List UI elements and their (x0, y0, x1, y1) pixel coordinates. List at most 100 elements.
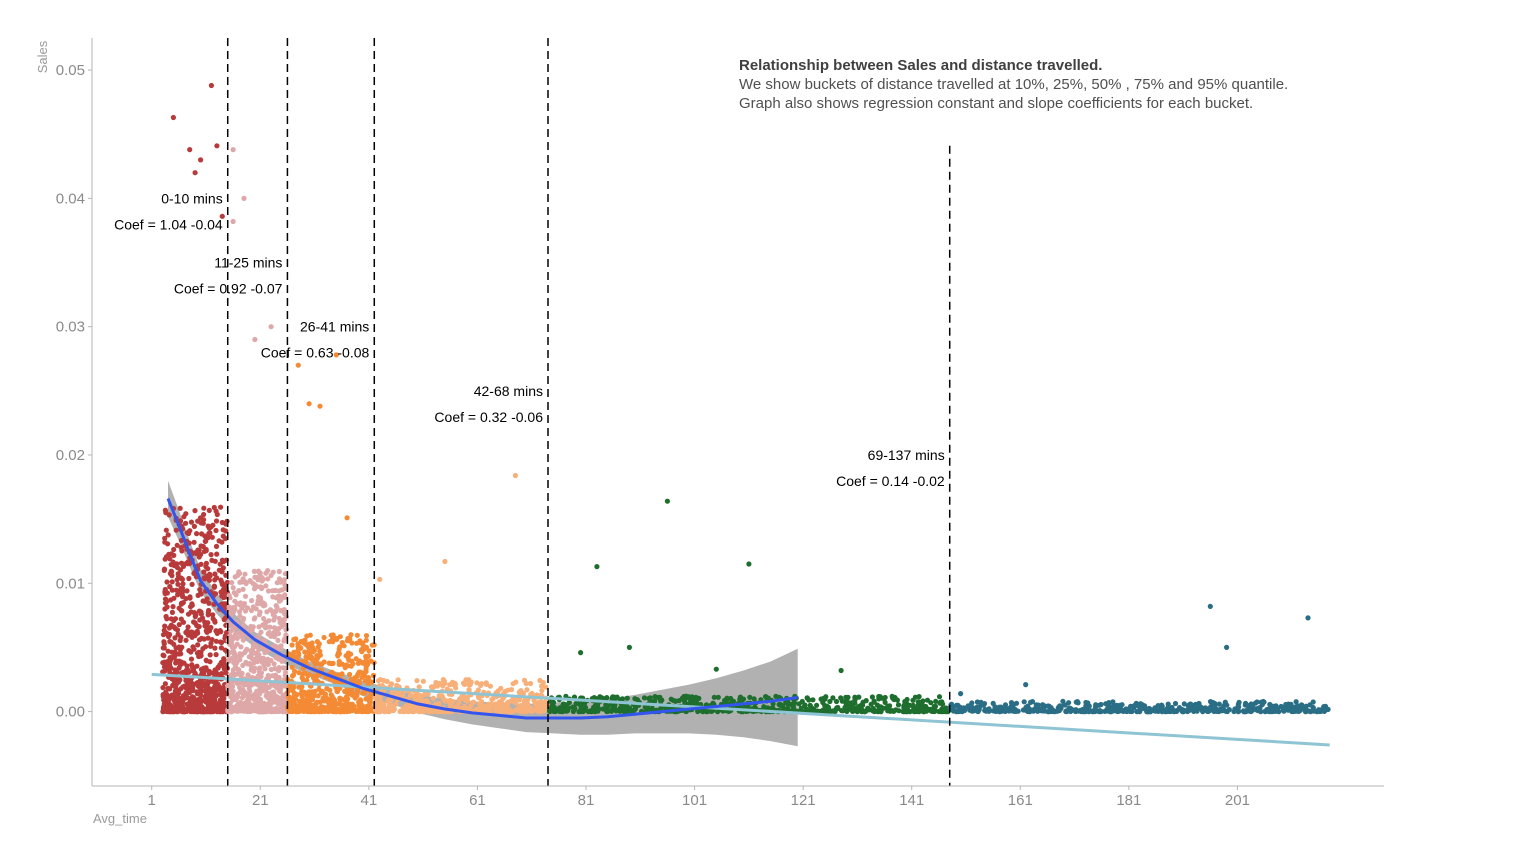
scatter-point-bucket-6 (1322, 707, 1328, 713)
scatter-point-bucket-4 (521, 708, 527, 715)
x-tick-label: 41 (361, 792, 378, 809)
scatter-point-bucket-2 (263, 693, 269, 699)
scatter-point-bucket-5 (840, 708, 846, 714)
scatter-point-bucket-1 (211, 706, 217, 712)
scatter-point-bucket-6 (1072, 707, 1078, 713)
scatter-point-bucket-4 (543, 684, 549, 690)
scatter-outlier-point (626, 644, 633, 651)
scatter-point-bucket-1 (197, 698, 204, 704)
scatter-point-bucket-2 (237, 685, 243, 691)
scatter-point-bucket-1 (170, 682, 176, 689)
scatter-point-bucket-3 (307, 632, 313, 638)
scatter-points-layer (160, 82, 1331, 715)
scatter-point-bucket-2 (249, 703, 255, 710)
scatter-point-bucket-2 (279, 708, 285, 714)
scatter-point-bucket-6 (1245, 708, 1251, 714)
x-tick-label: 101 (682, 792, 707, 809)
scatter-point-bucket-4 (523, 681, 529, 687)
scatter-point-bucket-5 (919, 702, 926, 708)
scatter-point-bucket-5 (806, 707, 813, 713)
scatter-point-bucket-1 (199, 705, 206, 711)
scatter-point-bucket-1 (201, 511, 207, 518)
scatter-point-bucket-5 (560, 703, 566, 709)
loess-confidence-band (168, 480, 798, 747)
scatter-point-bucket-4 (542, 707, 548, 713)
scatter-point-bucket-6 (1174, 708, 1180, 715)
scatter-point-bucket-1 (165, 685, 171, 691)
scatter-point-bucket-3 (316, 708, 322, 714)
scatter-point-bucket-1 (168, 639, 174, 645)
scatter-point-bucket-3 (294, 692, 300, 698)
scatter-point-bucket-4 (386, 708, 392, 715)
scatter-point-bucket-1 (208, 552, 214, 558)
scatter-point-bucket-5 (591, 695, 597, 701)
scatter-point-bucket-1 (176, 622, 182, 628)
scatter-point-bucket-4 (479, 681, 485, 687)
scatter-point-bucket-4 (500, 696, 506, 702)
scatter-point-bucket-3 (348, 705, 354, 711)
scatter-point-bucket-4 (508, 698, 514, 704)
scatter-point-bucket-1 (203, 538, 209, 544)
scatter-point-bucket-3 (365, 678, 371, 685)
scatter-point-bucket-1 (206, 696, 212, 702)
scatter-point-bucket-2 (265, 576, 271, 582)
scatter-point-bucket-3 (296, 652, 302, 658)
scatter-point-bucket-1 (187, 595, 193, 601)
scatter-point-bucket-3 (337, 644, 343, 650)
scatter-point-bucket-3 (339, 640, 345, 646)
scatter-point-bucket-1 (221, 656, 227, 662)
scatter-point-bucket-2 (265, 672, 271, 679)
scatter-point-bucket-6 (997, 708, 1003, 715)
scatter-point-bucket-5 (853, 708, 859, 714)
scatter-point-bucket-1 (169, 569, 175, 575)
scatter-point-bucket-3 (371, 642, 377, 648)
scatter-point-bucket-4 (414, 678, 420, 684)
scatter-point-bucket-2 (243, 659, 249, 665)
scatter-point-bucket-3 (356, 660, 362, 666)
x-tick-label: 181 (1116, 792, 1141, 809)
scatter-point-bucket-3 (360, 670, 366, 677)
scatter-point-bucket-4 (416, 684, 422, 690)
scatter-point-bucket-6 (1254, 707, 1260, 713)
scatter-outlier-point (377, 576, 383, 583)
scatter-point-bucket-1 (181, 660, 187, 666)
scatter-point-bucket-6 (1046, 703, 1052, 710)
scatter-point-bucket-1 (205, 635, 211, 641)
scatter-point-bucket-6 (1155, 703, 1161, 709)
scatter-point-bucket-3 (363, 666, 369, 672)
scatter-point-bucket-2 (271, 661, 277, 667)
scatter-point-bucket-6 (1288, 701, 1294, 708)
scatter-point-bucket-1 (201, 569, 207, 575)
scatter-point-bucket-5 (912, 694, 919, 700)
y-tick-label: 0.00 (56, 704, 85, 721)
scatter-outlier-point (664, 498, 671, 504)
scatter-point-bucket-1 (185, 624, 191, 630)
scatter-point-bucket-2 (282, 621, 288, 628)
scatter-point-bucket-1 (164, 579, 170, 585)
scatter-point-bucket-5 (780, 703, 786, 709)
scatter-point-bucket-3 (321, 634, 327, 641)
scatter-point-bucket-6 (1048, 708, 1055, 714)
scatter-point-bucket-1 (174, 689, 180, 695)
scatter-point-bucket-2 (234, 635, 240, 642)
scatter-point-bucket-1 (210, 612, 216, 618)
scatter-point-bucket-4 (533, 707, 539, 713)
scatter-point-bucket-6 (1001, 705, 1007, 712)
scatter-point-bucket-6 (1213, 705, 1219, 711)
scatter-point-bucket-6 (1216, 701, 1222, 707)
scatter-point-bucket-2 (275, 700, 281, 707)
scatter-point-bucket-2 (261, 662, 267, 668)
scatter-point-bucket-6 (1281, 707, 1287, 714)
scatter-point-bucket-6 (1283, 701, 1289, 708)
loess-smooth-line (166, 498, 798, 720)
scatter-point-bucket-5 (751, 696, 757, 702)
scatter-point-bucket-3 (297, 645, 303, 651)
scatter-point-bucket-3 (347, 636, 353, 642)
scatter-point-bucket-2 (266, 684, 272, 690)
scatter-point-bucket-1 (173, 658, 179, 664)
scatter-point-bucket-4 (381, 709, 388, 715)
scatter-point-bucket-1 (172, 626, 178, 632)
scatter-point-bucket-2 (230, 635, 236, 641)
scatter-point-bucket-1 (184, 588, 190, 594)
